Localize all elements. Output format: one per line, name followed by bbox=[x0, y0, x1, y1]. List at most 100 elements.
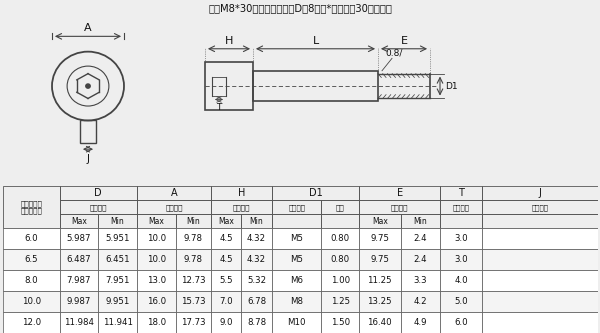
Bar bbox=[176, 214, 211, 228]
Text: 5.987: 5.987 bbox=[67, 234, 91, 243]
Text: Min: Min bbox=[187, 217, 200, 226]
Bar bbox=[205, 62, 253, 110]
Bar bbox=[137, 249, 176, 270]
Bar bbox=[482, 214, 598, 228]
Bar bbox=[272, 291, 322, 312]
Bar bbox=[59, 228, 98, 249]
Bar bbox=[211, 291, 241, 312]
Bar bbox=[211, 186, 272, 200]
Bar bbox=[241, 214, 272, 228]
Text: 4.0: 4.0 bbox=[454, 276, 468, 285]
Text: 10.0: 10.0 bbox=[22, 297, 41, 306]
Text: 9.987: 9.987 bbox=[67, 297, 91, 306]
Bar bbox=[211, 228, 241, 249]
Bar bbox=[482, 249, 598, 270]
Text: 4.32: 4.32 bbox=[247, 255, 266, 264]
Text: 18.0: 18.0 bbox=[147, 318, 166, 327]
Text: Min: Min bbox=[111, 217, 124, 226]
Text: E: E bbox=[397, 188, 403, 198]
Bar bbox=[59, 200, 137, 214]
Bar bbox=[440, 228, 482, 249]
Bar bbox=[272, 200, 322, 214]
Text: 7.987: 7.987 bbox=[67, 276, 91, 285]
Bar bbox=[359, 312, 401, 333]
Text: 17.73: 17.73 bbox=[181, 318, 206, 327]
Text: 4.5: 4.5 bbox=[220, 234, 233, 243]
Bar bbox=[98, 214, 137, 228]
Bar bbox=[241, 312, 272, 333]
Bar bbox=[272, 312, 322, 333]
Bar bbox=[137, 270, 176, 291]
Text: 8.0: 8.0 bbox=[25, 276, 38, 285]
Text: 5.0: 5.0 bbox=[454, 297, 468, 306]
Text: J: J bbox=[86, 154, 89, 164]
Text: 6.5: 6.5 bbox=[25, 255, 38, 264]
Text: H: H bbox=[238, 188, 245, 198]
Bar bbox=[59, 312, 98, 333]
Text: 9.75: 9.75 bbox=[370, 255, 389, 264]
Bar bbox=[322, 228, 359, 249]
Text: 8.78: 8.78 bbox=[247, 318, 266, 327]
Text: 12.73: 12.73 bbox=[181, 276, 206, 285]
Bar bbox=[359, 214, 401, 228]
Bar bbox=[98, 270, 137, 291]
Text: 2.4: 2.4 bbox=[414, 234, 427, 243]
Text: Max: Max bbox=[71, 217, 87, 226]
Bar bbox=[272, 228, 322, 249]
Text: 3.3: 3.3 bbox=[414, 276, 427, 285]
Text: 6.451: 6.451 bbox=[105, 255, 130, 264]
Bar bbox=[482, 186, 598, 200]
Bar bbox=[59, 249, 98, 270]
Bar bbox=[137, 200, 211, 214]
Bar bbox=[322, 312, 359, 333]
Text: 六角对边: 六角对边 bbox=[532, 204, 548, 211]
Text: 5.5: 5.5 bbox=[220, 276, 233, 285]
Bar bbox=[176, 312, 211, 333]
Bar bbox=[272, 249, 322, 270]
Text: 例：M8*30定光杆直径粗（D）8毫米*光杆长度30（毫米）: 例：M8*30定光杆直径粗（D）8毫米*光杆长度30（毫米） bbox=[208, 3, 392, 13]
Bar bbox=[211, 200, 272, 214]
Bar bbox=[137, 312, 176, 333]
Bar bbox=[322, 214, 359, 228]
Bar bbox=[440, 270, 482, 291]
Bar bbox=[322, 249, 359, 270]
Text: 4.32: 4.32 bbox=[247, 234, 266, 243]
Text: J: J bbox=[539, 188, 542, 198]
Text: 6.78: 6.78 bbox=[247, 297, 266, 306]
Bar bbox=[241, 270, 272, 291]
Text: Max: Max bbox=[372, 217, 388, 226]
Bar bbox=[359, 186, 440, 200]
Text: 9.0: 9.0 bbox=[220, 318, 233, 327]
Text: 6.0: 6.0 bbox=[25, 234, 38, 243]
Text: 9.78: 9.78 bbox=[184, 255, 203, 264]
Bar bbox=[176, 228, 211, 249]
Text: M8: M8 bbox=[290, 297, 303, 306]
Bar bbox=[482, 228, 598, 249]
Text: 11.25: 11.25 bbox=[367, 276, 392, 285]
Bar bbox=[176, 291, 211, 312]
Text: Max: Max bbox=[218, 217, 234, 226]
Text: 螺纹长度: 螺纹长度 bbox=[391, 204, 409, 211]
Bar bbox=[211, 214, 241, 228]
Bar bbox=[482, 270, 598, 291]
Text: 螺距: 螺距 bbox=[336, 204, 344, 211]
Text: 9.78: 9.78 bbox=[184, 234, 203, 243]
Text: M5: M5 bbox=[290, 234, 303, 243]
Bar bbox=[137, 214, 176, 228]
Text: 1.50: 1.50 bbox=[331, 318, 350, 327]
Bar bbox=[482, 291, 598, 312]
Text: 3.0: 3.0 bbox=[454, 234, 468, 243]
Bar bbox=[59, 291, 98, 312]
Text: A: A bbox=[84, 23, 92, 33]
Bar bbox=[401, 249, 440, 270]
Bar bbox=[59, 270, 98, 291]
Text: 2.4: 2.4 bbox=[414, 255, 427, 264]
Text: H: H bbox=[225, 36, 233, 46]
Text: T: T bbox=[458, 188, 464, 198]
Text: 16.0: 16.0 bbox=[147, 297, 166, 306]
Text: 3.0: 3.0 bbox=[454, 255, 468, 264]
Bar bbox=[401, 214, 440, 228]
Bar bbox=[401, 270, 440, 291]
Bar bbox=[211, 249, 241, 270]
Text: 六角深度: 六角深度 bbox=[453, 204, 470, 211]
